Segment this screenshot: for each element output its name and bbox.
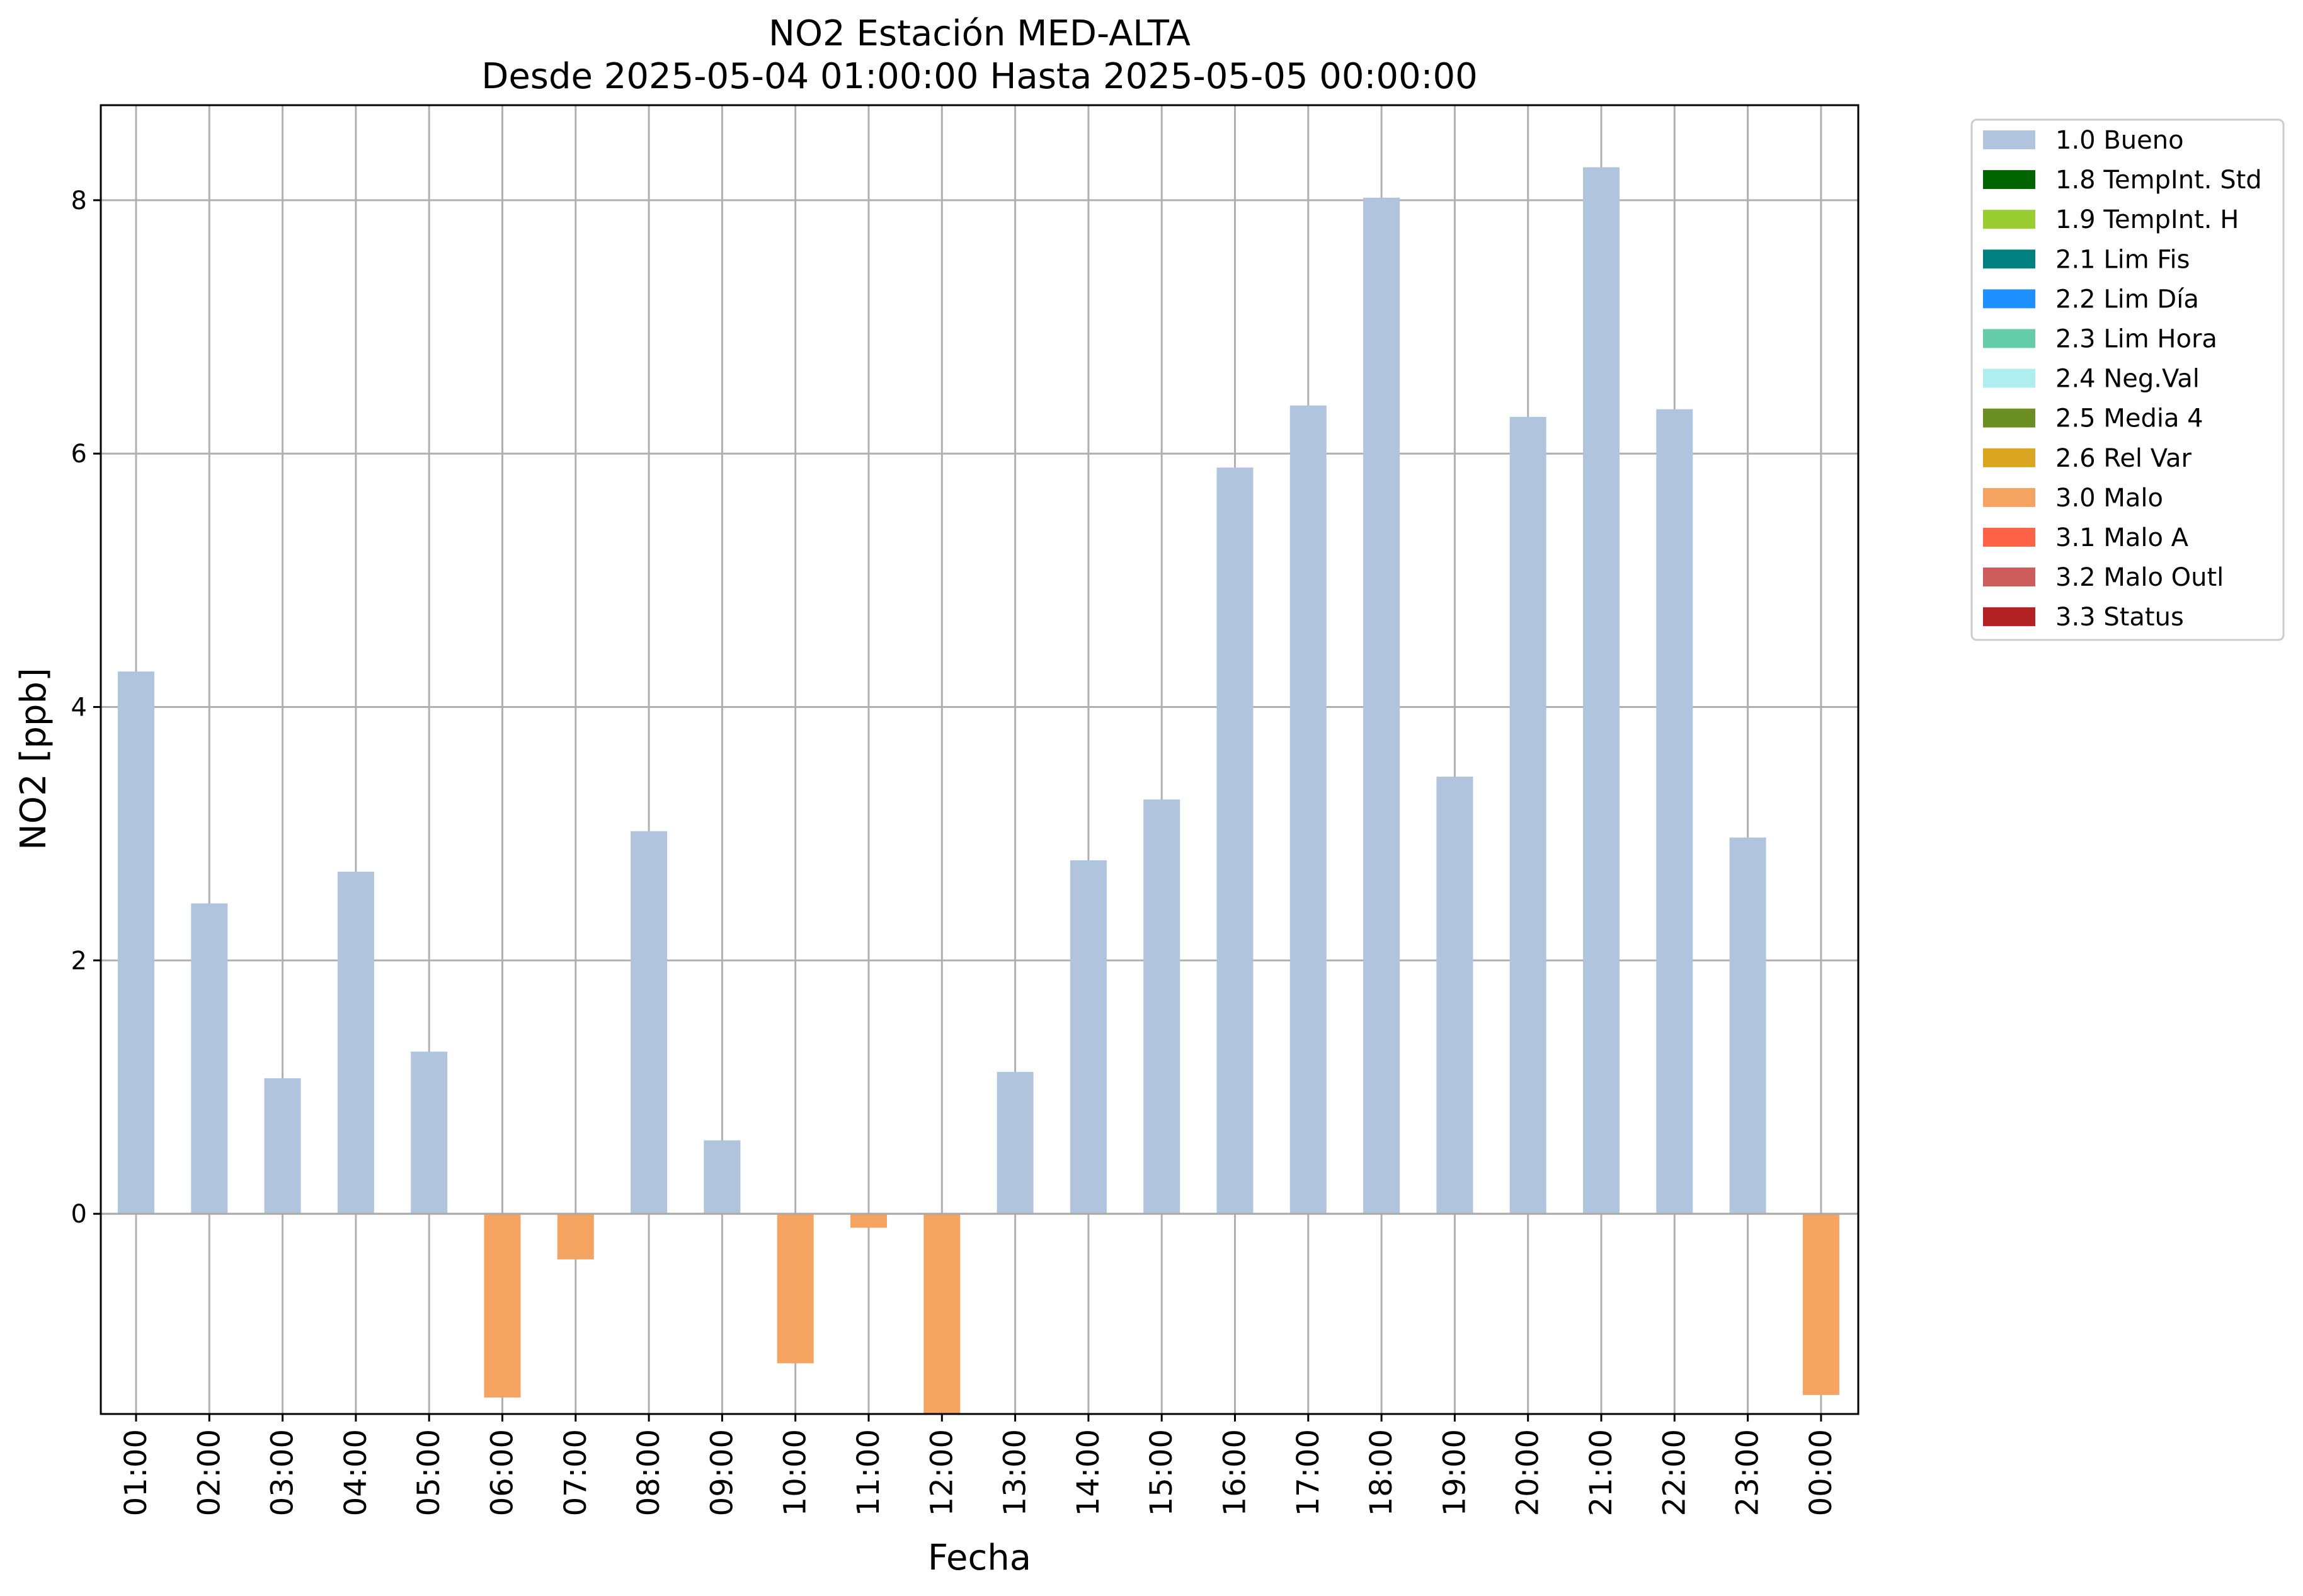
y-tick-label: 0 <box>71 1200 87 1229</box>
legend-frame <box>1970 118 2285 641</box>
bar-06:00 <box>484 1214 521 1398</box>
bar-15:00 <box>1143 799 1180 1214</box>
x-tick-label: 18:00 <box>1364 1429 1399 1516</box>
bar-18:00 <box>1363 197 1400 1214</box>
bar-12:00 <box>923 1214 961 1414</box>
x-tick-label: 01:00 <box>118 1429 154 1516</box>
x-tick-label: 14:00 <box>1071 1429 1106 1516</box>
y-tick-label: 6 <box>71 440 87 469</box>
legend-label: 3.1 Malo A <box>2055 523 2189 552</box>
bar-23:00 <box>1729 837 1766 1214</box>
x-tick-label: 20:00 <box>1511 1429 1546 1516</box>
chart-title: NO2 Estación MED-ALTA <box>769 13 1191 54</box>
legend-label: 2.2 Lim Día <box>2055 285 2199 314</box>
bars <box>118 167 1839 1414</box>
x-axis-label: Fecha <box>928 1537 1031 1578</box>
bar-08:00 <box>631 831 668 1214</box>
legend-label: 1.0 Bueno <box>2055 126 2184 155</box>
legend-label: 1.9 TempInt. H <box>2055 205 2239 234</box>
x-tick-label: 07:00 <box>558 1429 593 1516</box>
x-tick-label: 10:00 <box>778 1429 813 1516</box>
legend-swatch <box>1983 487 2035 507</box>
bar-22:00 <box>1656 409 1693 1214</box>
x-tick-label: 08:00 <box>631 1429 666 1516</box>
legend-swatch <box>1983 210 2035 229</box>
legend-label: 2.5 Media 4 <box>2055 404 2203 433</box>
bar-10:00 <box>777 1214 814 1364</box>
legend-label: 1.8 TempInt. Std <box>2055 166 2262 195</box>
x-tick-label: 02:00 <box>191 1429 227 1516</box>
x-tick-label: 12:00 <box>924 1429 959 1516</box>
legend-swatch <box>1983 130 2035 149</box>
x-tick-label: 11:00 <box>851 1429 886 1516</box>
legend-label: 3.0 Malo <box>2055 484 2163 513</box>
y-axis-label: NO2 [ppb] <box>13 668 54 850</box>
legend-label: 3.3 Status <box>2055 603 2184 632</box>
legend-label: 3.2 Malo Outl <box>2055 563 2224 592</box>
bar-09:00 <box>704 1140 741 1214</box>
x-tick-label: 23:00 <box>1730 1429 1766 1516</box>
x-axis: 01:00 02:00 03:00 04:00 05:00 06:00 07:00 08:00… <box>118 1414 1839 1516</box>
bar-21:00 <box>1583 167 1620 1214</box>
bar-13:00 <box>997 1071 1034 1214</box>
plot-frame <box>100 104 1860 1415</box>
y-tick-label: 2 <box>71 947 87 976</box>
bar-07:00 <box>557 1214 594 1260</box>
x-tick-label: 21:00 <box>1584 1429 1619 1516</box>
x-tick-label: 09:00 <box>704 1429 740 1516</box>
x-tick-label: 03:00 <box>265 1429 300 1516</box>
x-tick-label: 05:00 <box>411 1429 447 1516</box>
x-tick-label: 13:00 <box>998 1429 1033 1516</box>
bar-02:00 <box>191 903 228 1214</box>
bar-04:00 <box>337 872 374 1214</box>
x-tick-label: 19:00 <box>1437 1429 1472 1516</box>
bar-03:00 <box>264 1078 301 1214</box>
legend-swatch <box>1983 329 2035 348</box>
legend-swatch <box>1983 289 2035 309</box>
y-tick-label: 4 <box>71 693 87 722</box>
bar-14:00 <box>1070 860 1107 1214</box>
bar-11:00 <box>850 1214 887 1228</box>
legend-label: 2.1 Lim Fis <box>2055 245 2190 274</box>
legend-label: 2.4 Neg.Val <box>2055 365 2200 394</box>
legend-label: 2.3 Lim Hora <box>2055 325 2217 354</box>
bar-20:00 <box>1509 416 1546 1214</box>
legend-swatch <box>1983 567 2035 587</box>
y-tick-label: 8 <box>71 186 87 215</box>
x-tick-label: 22:00 <box>1657 1429 1692 1516</box>
bar-05:00 <box>411 1051 448 1214</box>
legend-swatch <box>1983 368 2035 388</box>
bar-16:00 <box>1216 467 1254 1214</box>
legend-swatch <box>1983 448 2035 467</box>
legend-swatch <box>1983 528 2035 547</box>
bar-01:00 <box>118 671 154 1214</box>
bar-00:00 <box>1802 1214 1839 1395</box>
x-tick-label: 16:00 <box>1218 1429 1253 1516</box>
chart-subtitle: Desde 2025-05-04 01:00:00 Hasta 2025-05-… <box>481 56 1478 97</box>
bar-17:00 <box>1289 405 1327 1214</box>
legend: 1.0 Bueno 1.8 TempInt. Std 1.9 TempInt. H 2… <box>1970 118 2285 641</box>
legend-swatch <box>1983 607 2035 627</box>
x-tick-label: 04:00 <box>338 1429 374 1516</box>
bar-19:00 <box>1436 777 1473 1214</box>
x-tick-label: 15:00 <box>1144 1429 1179 1516</box>
legend-swatch <box>1983 408 2035 428</box>
x-tick-label: 00:00 <box>1803 1429 1839 1516</box>
x-tick-label: 06:00 <box>485 1429 520 1516</box>
legend-swatch <box>1983 170 2035 190</box>
legend-swatch <box>1983 249 2035 269</box>
legend-label: 2.6 Rel Var <box>2055 444 2192 473</box>
y-axis: 0 2 4 6 8 <box>71 186 101 1229</box>
x-tick-label: 17:00 <box>1291 1429 1326 1516</box>
